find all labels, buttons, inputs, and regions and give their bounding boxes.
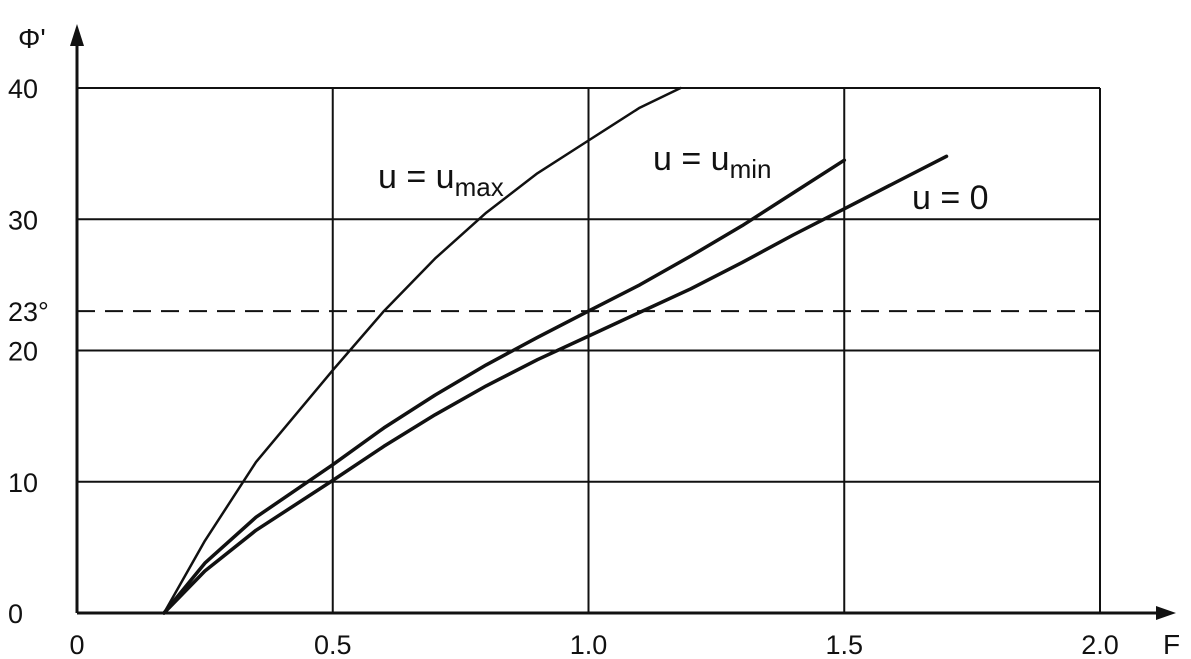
y-tick-label: 20 [8, 337, 38, 367]
series-line [162, 158, 847, 615]
y-tick-label: 40 [8, 74, 38, 104]
series-label: u = 0 [912, 179, 989, 217]
series-label-subscript: min [730, 154, 772, 184]
series-label: u = umax [378, 158, 504, 202]
axis-layer: F Φ' [18, 23, 1180, 659]
series-label: u = umin [653, 140, 771, 184]
series-label-main: u = u [653, 140, 730, 178]
y-tick-label: 0 [8, 599, 23, 629]
x-tick-label: 2.0 [1081, 630, 1119, 659]
series-label-main: u = 0 [912, 179, 989, 217]
y-axis-title: Φ' [18, 23, 46, 54]
y-tick-label: 23° [8, 297, 49, 327]
x-tick-label: 1.0 [570, 630, 608, 659]
series-label-subscript: max [455, 172, 504, 202]
series-line [162, 86, 682, 615]
series-line [162, 154, 949, 615]
tick-layer: 0 0.5 1.0 1.5 2.0 0 10 20 23° 30 40 [8, 74, 1119, 659]
x-tick-label: 0 [69, 630, 84, 659]
x-axis-arrow [1156, 606, 1176, 620]
y-axis-arrow [70, 24, 84, 46]
x-tick-label: 1.5 [825, 630, 863, 659]
y-tick-label: 10 [8, 468, 38, 498]
grid-layer [77, 87, 1101, 613]
x-axis-title: F [1163, 629, 1180, 659]
y-tick-label: 30 [8, 205, 38, 235]
series-label-main: u = u [378, 158, 455, 196]
series-layer [162, 86, 949, 615]
x-tick-label: 0.5 [314, 630, 352, 659]
